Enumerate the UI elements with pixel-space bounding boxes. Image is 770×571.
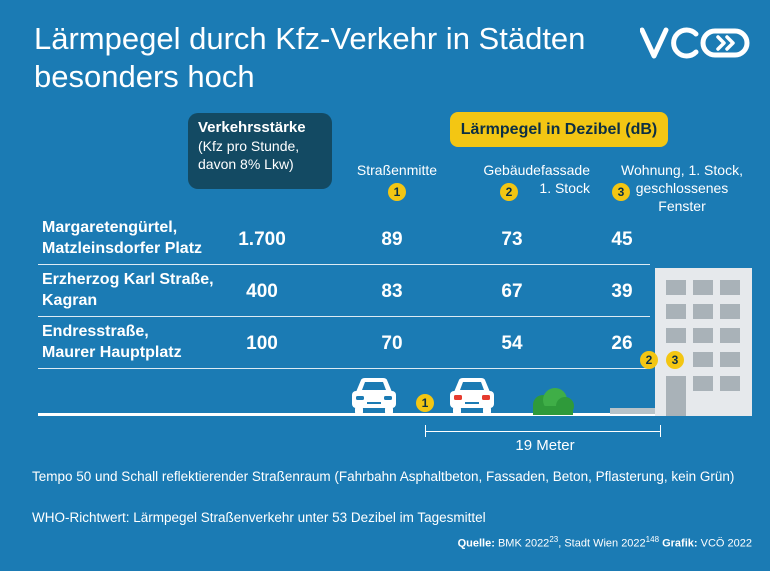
page-title: Lärmpegel durch Kfz-Verkehr in Städten b… — [34, 21, 586, 94]
badge-1: 1 — [388, 183, 406, 201]
traffic-header-subtitle: (Kfz pro Stunde, davon 8% Lkw) — [198, 138, 300, 172]
facade-db: 73 — [501, 229, 523, 250]
row-location: Margaretengürtel, Matzleinsdorfer Platz — [42, 217, 202, 259]
source-ref: 148 — [645, 535, 660, 544]
noise-level-header: Lärmpegel in Dezibel (dB) — [450, 112, 668, 147]
who-guideline: WHO-Richtwert: Lärmpegel Straßenverkehr … — [32, 510, 486, 525]
badge-1-road: 1 — [416, 394, 434, 412]
column-header-road-center: Straßenmitte 1 — [352, 161, 442, 201]
distance-label: 19 Meter — [515, 437, 575, 454]
badge-2: 2 — [500, 183, 518, 201]
location-line: Erzherzog Karl Straße, — [42, 271, 214, 288]
source-credit: Quelle: BMK 202223, Stadt Wien 2022148 G… — [458, 535, 752, 550]
facade-db: 67 — [501, 281, 523, 302]
road-center-db: 70 — [381, 333, 403, 354]
badge-3: 3 — [612, 183, 630, 201]
source-label: Quelle: — [457, 537, 495, 550]
column-label: Gebäudefassade 1. Stock — [483, 162, 590, 196]
flat-db: 39 — [611, 281, 633, 302]
row-divider — [38, 316, 650, 317]
traffic-header-title: Verkehrsstärke — [198, 119, 306, 136]
traffic-value: 100 — [246, 333, 278, 354]
column-header-facade: Gebäudefassade 1. Stock — [474, 161, 590, 197]
row-location: Endresstraße, Maurer Hauptplatz — [42, 321, 182, 363]
row-divider — [38, 368, 650, 369]
vco-logo — [640, 27, 750, 59]
building-icon — [655, 268, 752, 416]
location-line: Endresstraße, — [42, 323, 149, 340]
road-center-db: 89 — [381, 229, 403, 250]
badge-3-flat: 3 — [666, 351, 684, 369]
traffic-volume-header: Verkehrsstärke (Kfz pro Stunde, davon 8%… — [188, 113, 332, 189]
road-center-db: 83 — [381, 281, 403, 302]
location-line: Kagran — [42, 292, 98, 309]
flat-db: 26 — [611, 333, 633, 354]
graphic-label: Grafik: — [662, 537, 698, 550]
distance-marker — [425, 425, 661, 437]
source-text: BMK 2022 — [497, 537, 550, 550]
column-header-flat: Wohnung, 1. Stock, geschlossenes Fenster — [621, 162, 743, 214]
source-ref: 23 — [549, 535, 559, 544]
bush-icon — [533, 388, 574, 415]
graphic-credit: VCÖ 2022 — [700, 537, 752, 550]
location-line: Maurer Hauptplatz — [42, 344, 182, 361]
flat-db: 45 — [611, 229, 633, 250]
row-location: Erzherzog Karl Straße, Kagran — [42, 269, 214, 311]
footer-note: Tempo 50 und Schall reflektierender Stra… — [32, 469, 735, 484]
facade-db: 54 — [501, 333, 523, 354]
column-label: Straßenmitte — [356, 162, 438, 178]
row-divider — [38, 264, 650, 265]
road-line — [38, 413, 738, 416]
location-line: Margaretengürtel, — [42, 219, 178, 236]
car-icon — [352, 378, 396, 414]
traffic-value: 400 — [246, 281, 278, 302]
sidewalk — [610, 408, 656, 414]
source-text: , Stadt Wien 2022 — [558, 537, 646, 550]
car-rear-icon — [450, 378, 494, 414]
location-line: Matzleinsdorfer Platz — [42, 240, 203, 257]
badge-2-facade: 2 — [640, 351, 658, 369]
traffic-value: 1.700 — [238, 229, 286, 250]
